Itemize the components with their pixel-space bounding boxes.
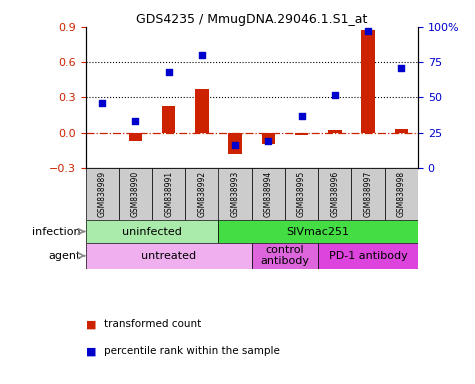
Text: GSM838996: GSM838996 <box>331 170 339 217</box>
Bar <box>352 168 385 220</box>
Point <box>98 100 106 106</box>
Text: GSM838992: GSM838992 <box>198 170 206 217</box>
Bar <box>328 131 342 133</box>
Text: untreated: untreated <box>141 251 196 261</box>
Bar <box>252 168 285 220</box>
Bar <box>252 243 318 269</box>
Bar <box>385 168 418 220</box>
Point <box>132 118 139 124</box>
Point <box>398 65 405 71</box>
Bar <box>395 129 408 133</box>
Text: percentile rank within the sample: percentile rank within the sample <box>104 346 280 356</box>
Text: uninfected: uninfected <box>122 227 182 237</box>
Bar <box>218 220 418 243</box>
Bar <box>218 168 252 220</box>
Point <box>198 52 206 58</box>
Bar <box>361 30 375 133</box>
Text: transformed count: transformed count <box>104 319 202 329</box>
Text: GSM838989: GSM838989 <box>98 170 106 217</box>
Bar <box>185 168 218 220</box>
Text: GSM838993: GSM838993 <box>231 170 239 217</box>
Text: GSM838997: GSM838997 <box>364 170 372 217</box>
Bar <box>195 89 209 133</box>
Bar <box>86 243 252 269</box>
Bar <box>86 220 218 243</box>
Text: agent: agent <box>48 251 81 261</box>
Point <box>331 91 339 98</box>
Bar <box>152 168 185 220</box>
Point <box>298 113 305 119</box>
Text: GSM838998: GSM838998 <box>397 170 406 217</box>
Text: GSM838990: GSM838990 <box>131 170 140 217</box>
Bar <box>119 168 152 220</box>
Bar <box>318 243 418 269</box>
Title: GDS4235 / MmugDNA.29046.1.S1_at: GDS4235 / MmugDNA.29046.1.S1_at <box>136 13 368 26</box>
Text: ■: ■ <box>86 319 96 329</box>
Text: PD-1 antibody: PD-1 antibody <box>329 251 408 261</box>
Bar <box>285 168 318 220</box>
Point <box>265 138 272 144</box>
Point <box>364 28 372 34</box>
Bar <box>129 133 142 141</box>
Bar <box>262 133 275 144</box>
Text: control
antibody: control antibody <box>260 245 310 266</box>
Text: GSM838991: GSM838991 <box>164 170 173 217</box>
Text: SIVmac251: SIVmac251 <box>287 227 350 237</box>
Point <box>165 69 172 75</box>
Text: ■: ■ <box>86 346 96 356</box>
Bar <box>86 168 119 220</box>
Bar <box>228 133 242 154</box>
Text: infection: infection <box>32 227 81 237</box>
Point <box>231 142 239 149</box>
Bar <box>295 133 308 135</box>
Bar <box>318 168 352 220</box>
Text: GSM838995: GSM838995 <box>297 170 306 217</box>
Bar <box>162 106 175 133</box>
Text: GSM838994: GSM838994 <box>264 170 273 217</box>
